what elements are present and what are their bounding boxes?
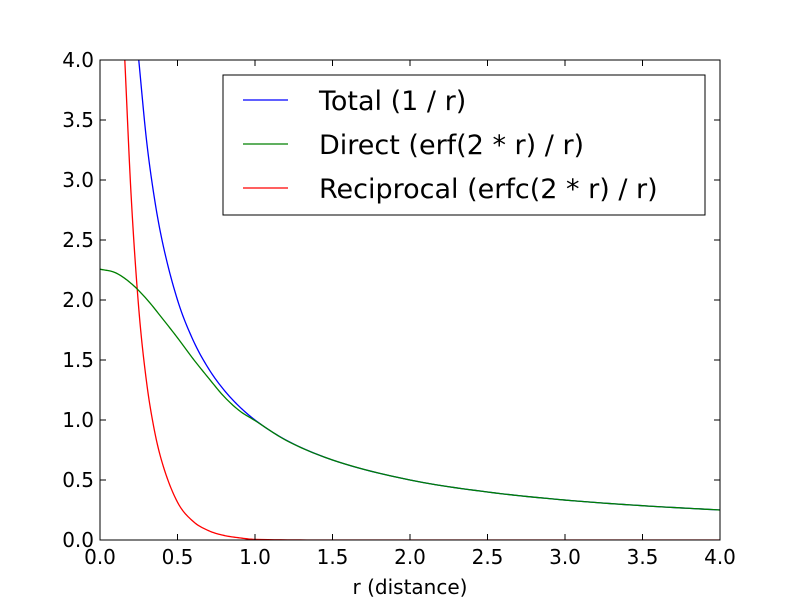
y-tick-label: 0.0 [62,528,94,552]
legend-label-direct: Direct (erf(2 * r) / r) [319,130,584,161]
legend-label-total: Total (1 / r) [318,86,466,117]
y-tick-label: 3.0 [62,168,94,192]
tick-layer: 0.0 0.5 1.0 1.5 2.0 2.5 3.0 3.5 4.0 0.0 0.5 1.0 1.5 2… [62,48,736,569]
y-tick-label: 2.5 [62,228,94,252]
y-tick-label: 3.5 [62,108,94,132]
x-tick-label: 1.5 [317,545,349,569]
series-line-direct [100,268,720,511]
legend: Total (1 / r) Direct (erf(2 * r) / r) Re… [222,74,706,216]
y-tick-label: 2.0 [62,288,94,312]
x-tick-label: 0.0 [84,545,116,569]
y-tick-label: 1.0 [62,408,94,432]
x-tick-label: 4.0 [704,545,736,569]
legend-label-reciprocal: Reciprocal (erfc(2 * r) / r) [319,174,658,205]
x-tick-label: 0.5 [162,545,194,569]
x-tick-label: 2.0 [394,545,426,569]
legend-box [222,74,706,216]
x-axis-label: r (distance) [353,575,468,599]
x-tick-label: 2.5 [472,545,504,569]
x-tick-label: 3.5 [627,545,659,569]
y-tick-label: 1.5 [62,348,94,372]
x-tick-label: 3.0 [549,545,581,569]
y-tick-label: 0.5 [62,468,94,492]
y-tick-label: 4.0 [62,48,94,72]
x-tick-label: 1.0 [239,545,271,569]
